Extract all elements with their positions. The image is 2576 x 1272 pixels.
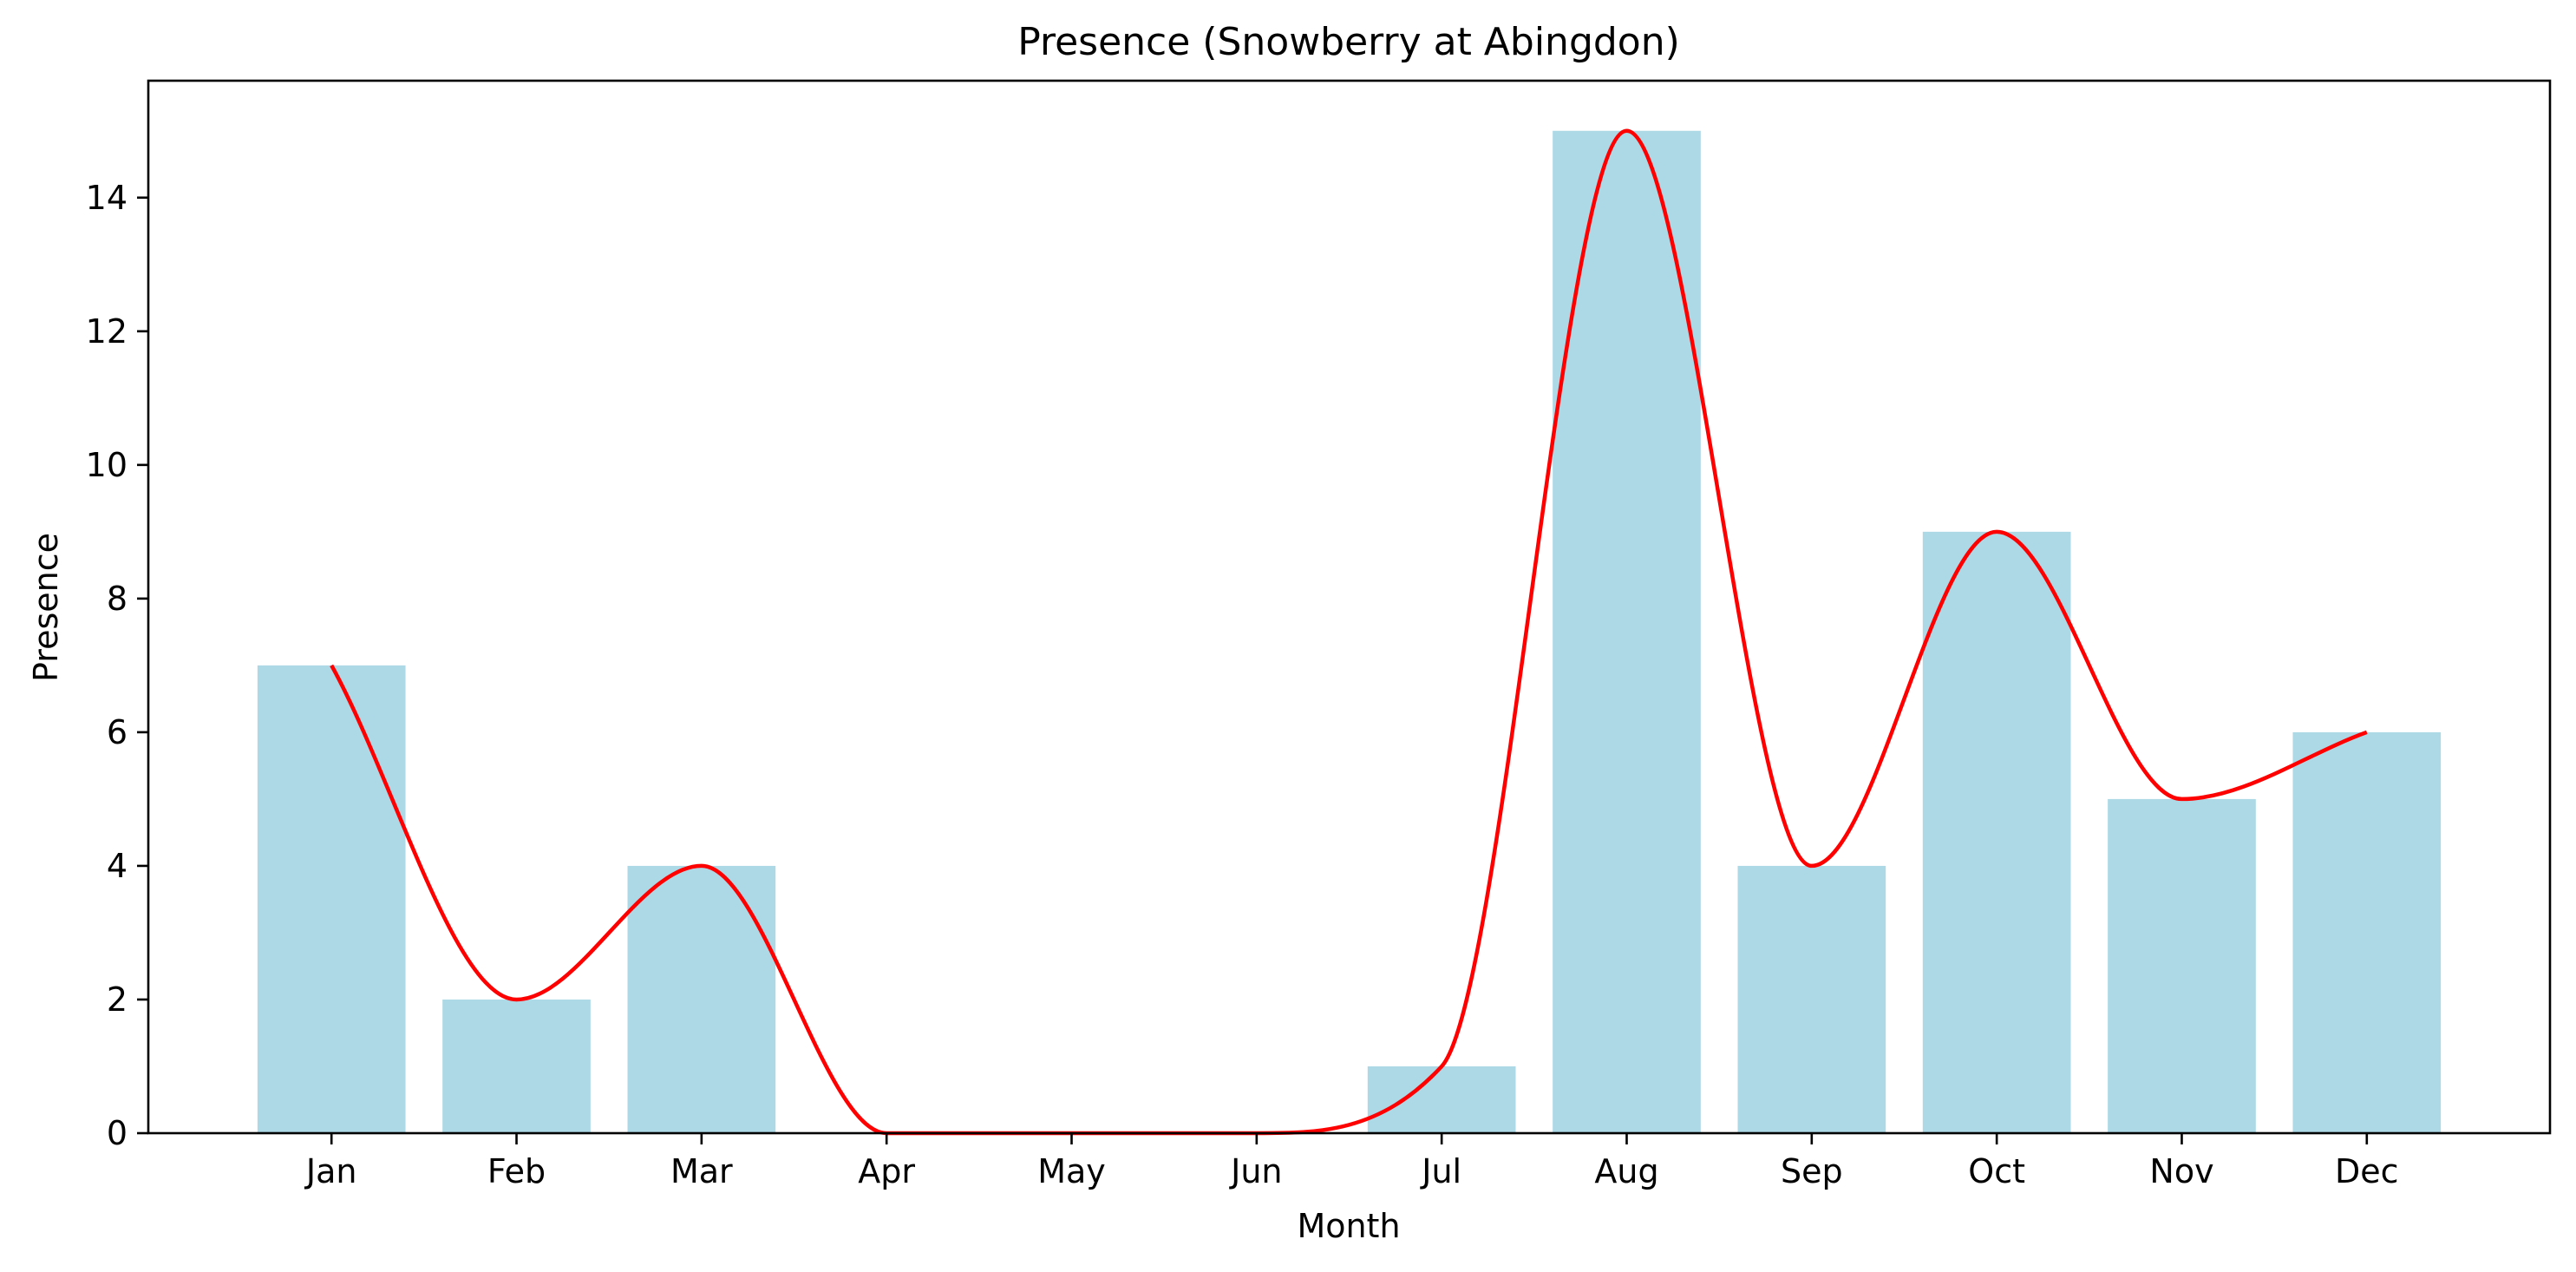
y-tick-label-10: 10 xyxy=(86,446,127,484)
x-tick-label-jun: Jun xyxy=(1229,1152,1282,1190)
bar-mar xyxy=(627,865,776,1133)
x-tick-label-nov: Nov xyxy=(2149,1152,2213,1190)
line-layer xyxy=(330,128,2368,1136)
y-tick-label-0: 0 xyxy=(107,1114,127,1152)
x-tick-label-aug: Aug xyxy=(1594,1152,1658,1190)
x-axis: Jan Feb Mar Apr May Jun Jul Aug Sep Oct Nov Dec xyxy=(304,1133,2399,1190)
bar-jan xyxy=(257,665,406,1133)
x-tick-label-jul: Jul xyxy=(1420,1152,1461,1190)
y-tick-label-4: 4 xyxy=(107,847,127,885)
bar-oct xyxy=(1922,531,2071,1133)
bar-jul xyxy=(1367,1065,1516,1133)
y-axis-label: Presence xyxy=(27,533,65,682)
x-tick-label-dec: Dec xyxy=(2335,1152,2399,1190)
y-tick-label-8: 8 xyxy=(107,580,127,618)
bar-sep xyxy=(1737,865,1886,1133)
x-tick-label-oct: Oct xyxy=(1968,1152,2025,1190)
y-tick-label-12: 12 xyxy=(86,312,127,351)
x-tick-label-may: May xyxy=(1037,1152,1106,1190)
x-tick-label-apr: Apr xyxy=(858,1152,915,1190)
bar-aug xyxy=(1553,130,1701,1133)
y-tick-label-2: 2 xyxy=(107,980,127,1019)
x-tick-label-feb: Feb xyxy=(487,1152,546,1190)
y-tick-label-6: 6 xyxy=(107,713,127,751)
bar-dec xyxy=(2292,731,2442,1133)
x-tick-label-sep: Sep xyxy=(1781,1152,1843,1190)
x-axis-label: Month xyxy=(1297,1207,1400,1245)
x-tick-label-jan: Jan xyxy=(304,1152,357,1190)
plot-frame xyxy=(147,79,2552,1135)
bar-nov xyxy=(2108,798,2256,1133)
trend-line xyxy=(330,128,2368,1136)
x-tick-label-mar: Mar xyxy=(670,1152,733,1190)
bar-feb xyxy=(442,999,591,1133)
chart-title: Presence (Snowberry at Abingdon) xyxy=(1017,20,1680,64)
y-axis: 0 2 4 6 8 10 12 14 xyxy=(86,179,148,1152)
bars xyxy=(257,130,2442,1133)
y-tick-label-14: 14 xyxy=(86,179,127,217)
